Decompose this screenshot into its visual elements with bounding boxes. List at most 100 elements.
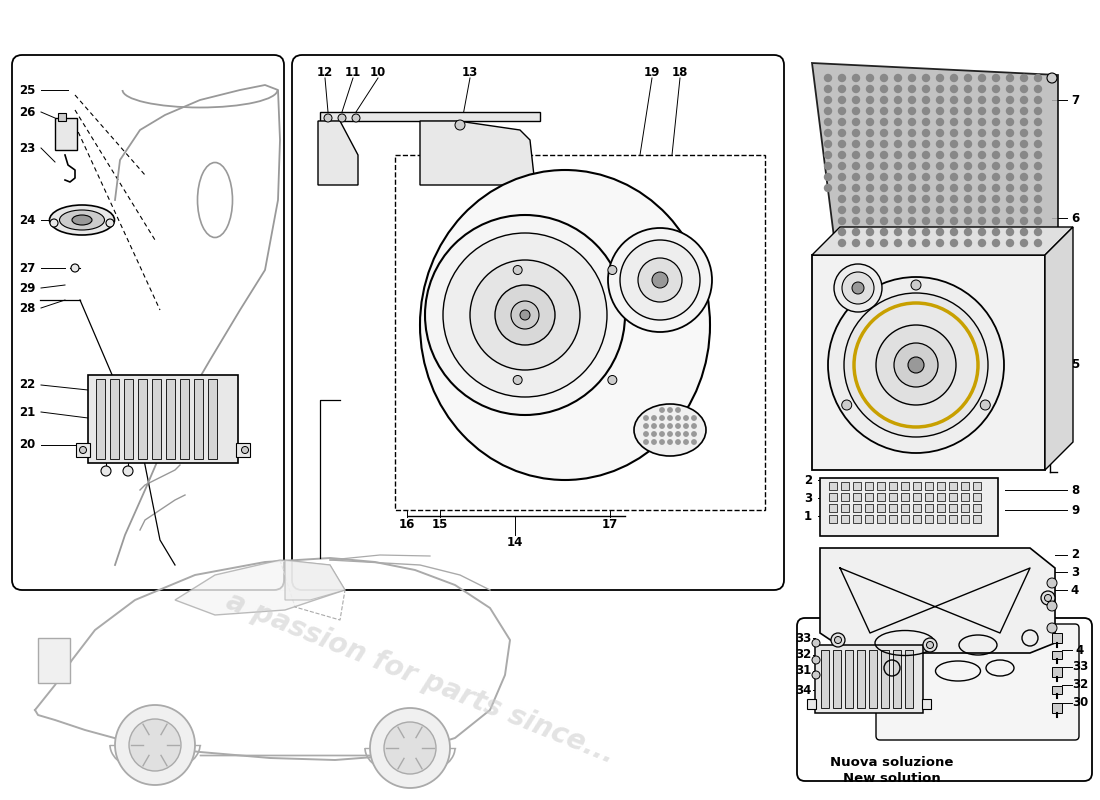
- Circle shape: [965, 107, 971, 114]
- Circle shape: [909, 185, 915, 191]
- Circle shape: [950, 185, 957, 191]
- Bar: [913, 504, 921, 512]
- Circle shape: [692, 432, 696, 436]
- Circle shape: [950, 86, 957, 93]
- Circle shape: [965, 174, 971, 181]
- Circle shape: [936, 97, 944, 103]
- Bar: [877, 493, 886, 501]
- Bar: [829, 515, 837, 523]
- Circle shape: [923, 218, 930, 225]
- Circle shape: [965, 229, 971, 235]
- Text: 9: 9: [1071, 503, 1079, 517]
- Circle shape: [838, 218, 846, 225]
- Circle shape: [923, 206, 930, 214]
- Circle shape: [1006, 86, 1013, 93]
- Circle shape: [620, 240, 700, 320]
- Circle shape: [979, 185, 986, 191]
- Text: 26: 26: [19, 106, 35, 118]
- Circle shape: [123, 466, 133, 476]
- Bar: [865, 493, 873, 501]
- Circle shape: [867, 162, 873, 170]
- Circle shape: [1034, 130, 1042, 137]
- Text: 31: 31: [795, 665, 811, 678]
- Circle shape: [909, 151, 915, 158]
- Circle shape: [852, 130, 859, 137]
- Bar: [821, 650, 829, 708]
- Circle shape: [668, 424, 672, 428]
- Circle shape: [950, 174, 957, 181]
- Circle shape: [129, 719, 182, 771]
- Circle shape: [1021, 118, 1027, 126]
- Bar: [820, 478, 998, 536]
- Bar: [815, 645, 923, 713]
- Bar: [180, 379, 189, 459]
- Circle shape: [668, 416, 672, 420]
- Circle shape: [1021, 195, 1027, 202]
- Text: 34: 34: [795, 683, 811, 697]
- Text: 29: 29: [19, 282, 35, 294]
- Ellipse shape: [59, 210, 104, 230]
- Circle shape: [992, 206, 1000, 214]
- Circle shape: [675, 416, 680, 420]
- Bar: [937, 493, 945, 501]
- Circle shape: [911, 280, 921, 290]
- Circle shape: [923, 229, 930, 235]
- Circle shape: [825, 141, 832, 147]
- Circle shape: [965, 218, 971, 225]
- Circle shape: [936, 141, 944, 147]
- Bar: [901, 515, 909, 523]
- Bar: [925, 482, 933, 490]
- Circle shape: [1021, 86, 1027, 93]
- Text: 11: 11: [345, 66, 361, 78]
- Circle shape: [1034, 174, 1042, 181]
- Circle shape: [675, 424, 680, 428]
- Circle shape: [1006, 162, 1013, 170]
- Circle shape: [867, 218, 873, 225]
- Text: a passion for parts since...: a passion for parts since...: [221, 587, 618, 769]
- Circle shape: [660, 408, 664, 412]
- Polygon shape: [420, 121, 535, 185]
- Bar: [110, 379, 119, 459]
- Circle shape: [876, 325, 956, 405]
- Circle shape: [992, 239, 1000, 246]
- Circle shape: [880, 130, 888, 137]
- Circle shape: [909, 218, 915, 225]
- Text: 20: 20: [19, 438, 35, 451]
- Circle shape: [684, 440, 689, 444]
- Circle shape: [936, 185, 944, 191]
- Circle shape: [909, 195, 915, 202]
- Circle shape: [880, 151, 888, 158]
- Circle shape: [979, 162, 986, 170]
- Circle shape: [660, 432, 664, 436]
- Text: 2: 2: [1071, 549, 1079, 562]
- Circle shape: [880, 162, 888, 170]
- Bar: [901, 504, 909, 512]
- Circle shape: [992, 74, 1000, 82]
- Circle shape: [894, 229, 902, 235]
- Circle shape: [1021, 218, 1027, 225]
- Circle shape: [825, 86, 832, 93]
- Bar: [829, 493, 837, 501]
- Ellipse shape: [420, 170, 710, 480]
- Circle shape: [1034, 141, 1042, 147]
- Circle shape: [470, 260, 580, 370]
- Bar: [925, 493, 933, 501]
- Circle shape: [668, 440, 672, 444]
- Circle shape: [842, 272, 874, 304]
- Bar: [845, 650, 853, 708]
- Circle shape: [838, 206, 846, 214]
- Text: 7: 7: [1071, 94, 1079, 106]
- Circle shape: [909, 86, 915, 93]
- Text: 32: 32: [795, 649, 811, 662]
- Circle shape: [825, 151, 832, 158]
- Circle shape: [936, 130, 944, 137]
- Circle shape: [514, 375, 522, 385]
- Circle shape: [867, 174, 873, 181]
- Bar: [877, 504, 886, 512]
- Circle shape: [936, 239, 944, 246]
- Bar: [812, 255, 1045, 470]
- Circle shape: [880, 97, 888, 103]
- Circle shape: [867, 151, 873, 158]
- Circle shape: [894, 74, 902, 82]
- Bar: [138, 379, 147, 459]
